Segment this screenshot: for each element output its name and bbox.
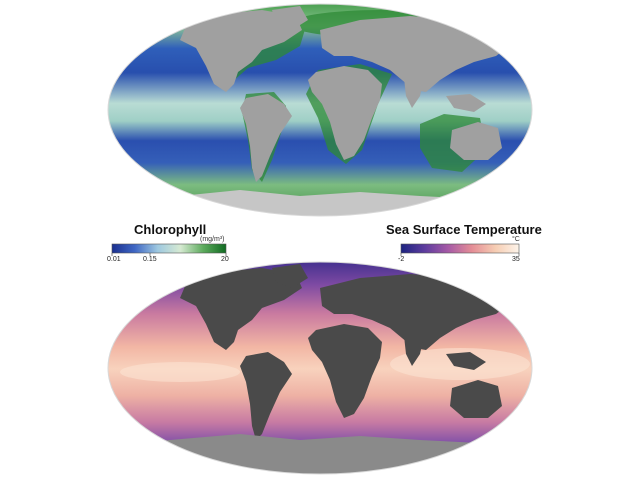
sst-unit: °C [512, 236, 520, 243]
chlorophyll-tick-max: 20 [221, 256, 229, 263]
chlorophyll-land [180, 6, 512, 182]
sst-legend [400, 243, 520, 256]
sst-tick-max: 35 [512, 256, 520, 263]
greenland-landmass [272, 264, 308, 288]
sst-tick-min: -2 [398, 256, 405, 263]
africa-landmass [308, 324, 382, 418]
chlorophyll-legend [111, 243, 227, 256]
chlorophyll-title: Chlorophyll [134, 222, 207, 237]
australia-landmass [450, 380, 502, 418]
southeast-asia-islands [446, 94, 486, 112]
south-america-landmass [240, 94, 292, 182]
chlorophyll-map-outline [107, 3, 533, 217]
chlorophyll-unit: (mg/m³) [200, 236, 225, 243]
australia-landmass [450, 122, 502, 160]
eurasia-landmass [320, 16, 512, 92]
chlorophyll-map [108, 4, 532, 216]
india-landmass [404, 78, 424, 108]
sst-title: Sea Surface Temperature [386, 222, 542, 237]
chlorophyll-tick-min: 0.01 [107, 256, 121, 263]
greenland-landmass [272, 6, 308, 30]
southeast-asia-islands [446, 352, 486, 370]
chlorophyll-colorbar [111, 243, 227, 254]
sst-colorbar [400, 243, 520, 254]
india-landmass [404, 336, 424, 366]
sst-map [108, 262, 532, 474]
sst-map-outline [107, 261, 533, 475]
sst-land [180, 264, 512, 440]
eurasia-landmass [320, 274, 512, 350]
south-america-landmass [240, 352, 292, 440]
africa-landmass [308, 66, 382, 160]
north-america-landmass [180, 10, 302, 92]
chlorophyll-tick-mid: 0.15 [143, 256, 157, 263]
north-america-landmass [180, 268, 302, 350]
